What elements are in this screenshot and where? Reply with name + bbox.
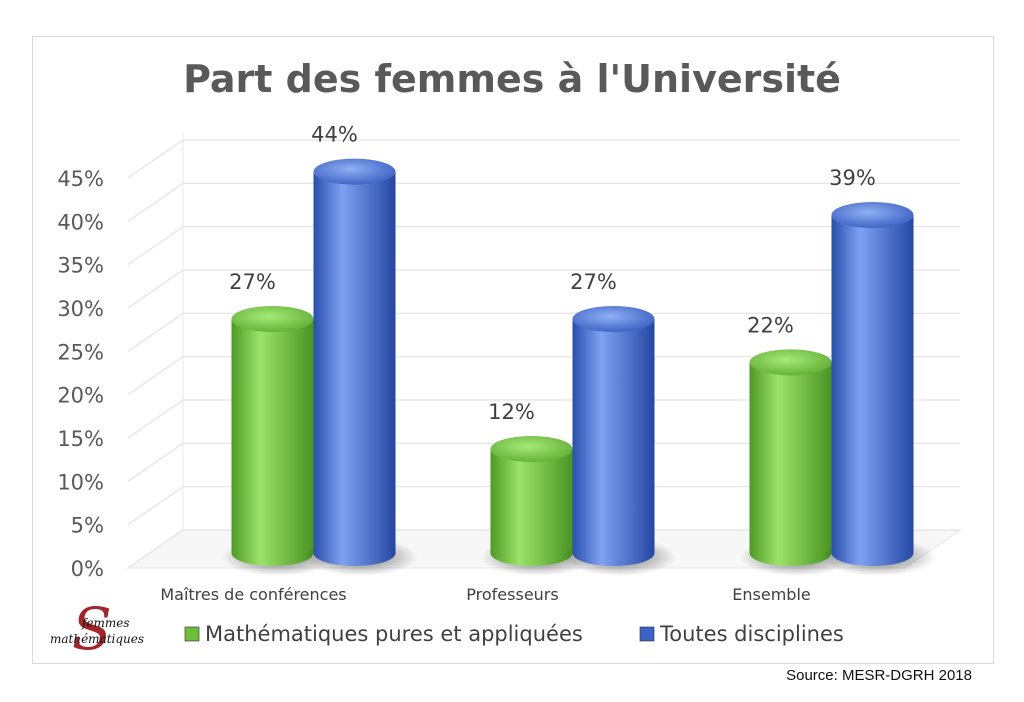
bar (231, 319, 314, 566)
bar (313, 171, 396, 566)
source-note: Source: MESR-DGRH 2018 (786, 667, 972, 684)
category-label: Professeurs (466, 585, 558, 604)
legend: Mathématiques pures et appliquées Toutes … (184, 622, 844, 646)
legend-swatch (639, 626, 655, 642)
y-tick-label: 45% (57, 167, 104, 191)
femmes-mathematiques-logo: S femmes mathématiques (50, 595, 145, 663)
y-tick-label: 25% (57, 340, 104, 364)
data-label: 39% (829, 166, 876, 190)
chart-title: Part des femmes à l'Université (183, 57, 841, 101)
legend-label: Toutes disciplines (659, 622, 844, 646)
y-tick-label: 40% (57, 210, 104, 234)
category-label: Ensemble (732, 585, 810, 604)
y-tick-label: 5% (71, 514, 104, 538)
y-axis: 0% 5% 10% 15% 20% 25% 30% 35% 40% 45% (57, 167, 104, 581)
y-tick-label: 30% (57, 297, 104, 321)
bar-top (313, 158, 396, 185)
bar-top (231, 306, 314, 332)
y-tick-label: 10% (57, 470, 104, 494)
y-tick-label: 20% (57, 384, 104, 408)
data-label: 27% (570, 270, 617, 294)
bar (490, 449, 573, 566)
legend-swatch (184, 626, 200, 642)
y-tick-label: 35% (57, 254, 104, 278)
y-tick-label: 0% (71, 557, 104, 581)
y-tick-label: 15% (57, 427, 104, 451)
bar (749, 362, 832, 566)
x-axis: Maîtres de conférences Professeurs Ensembl… (160, 585, 810, 604)
data-label: 12% (488, 400, 535, 424)
bar (572, 319, 655, 566)
data-label: 44% (311, 123, 358, 147)
bar-top (572, 306, 655, 332)
legend-label: Mathématiques pures et appliquées (205, 622, 583, 646)
bar (831, 215, 914, 566)
bar-top (831, 202, 914, 228)
data-label: 22% (747, 313, 794, 337)
bar-top (749, 349, 832, 376)
bar-top (490, 436, 573, 462)
category-label: Maîtres de conférences (160, 585, 346, 604)
data-label: 27% (229, 270, 276, 294)
bars-layer: 27% 44% 12% 27% 22% 39% (221, 123, 936, 576)
